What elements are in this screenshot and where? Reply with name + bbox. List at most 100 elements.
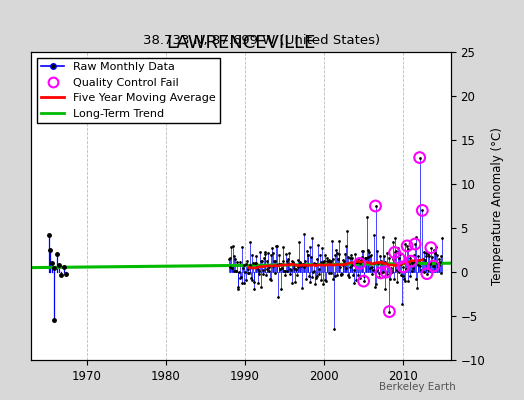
Point [398,300,406,307]
Point [266,276,274,282]
Point [428,268,436,274]
Point [401,278,409,284]
Point [302,276,311,282]
Point [416,154,424,161]
Point [317,258,325,265]
Point [435,262,444,268]
Point [438,234,446,241]
Point [424,251,432,258]
Point [339,262,347,268]
Point [316,276,325,283]
Point [401,266,410,272]
Point [253,264,261,270]
Point [436,259,444,265]
Point [329,276,337,282]
Point [411,241,419,247]
Point [380,286,389,292]
Point [340,258,348,264]
Point [355,260,364,267]
Point [380,253,388,259]
Point [377,270,385,276]
Point [226,254,235,261]
Point [304,252,312,258]
Point [305,244,314,250]
Point [297,262,305,269]
Point [366,265,375,271]
Point [382,269,390,275]
Point [344,272,353,278]
Point [357,256,365,263]
Point [296,258,304,265]
Point [342,264,351,271]
Point [395,255,403,262]
Point [289,258,297,265]
Point [385,308,394,315]
Point [342,243,350,250]
Point [314,271,323,278]
Point [263,258,271,264]
Point [262,272,270,279]
Point [399,264,407,270]
Point [261,250,270,257]
Point [263,266,271,272]
Point [436,253,445,259]
Point [373,247,381,254]
Point [429,263,437,269]
Point [375,270,384,276]
Point [227,244,235,250]
Point [230,253,238,259]
Point [418,207,427,214]
Point [363,214,371,220]
Point [290,262,298,268]
Point [254,280,263,287]
Point [423,267,432,274]
Point [257,258,265,264]
Point [326,258,335,264]
Point [286,270,294,277]
Point [227,265,236,272]
Point [364,254,372,260]
Point [301,258,309,264]
Point [232,268,241,274]
Point [278,264,286,271]
Point [412,234,421,240]
Legend: Raw Monthly Data, Quality Control Fail, Five Year Moving Average, Long-Term Tren: Raw Monthly Data, Quality Control Fail, … [37,58,220,123]
Point [245,270,253,276]
Point [226,264,234,270]
Point [423,270,431,277]
Point [420,249,429,256]
Point [424,253,433,259]
Point [429,263,438,269]
Point [288,258,297,264]
Point [359,248,367,254]
Point [434,264,442,270]
Point [234,284,243,290]
Point [235,275,244,281]
Point [315,265,324,272]
Point [433,252,442,258]
Point [388,239,397,245]
Point [329,256,337,262]
Point [370,232,378,239]
Point [390,249,399,256]
Point [337,271,346,278]
Point [298,262,307,268]
Point [270,257,278,264]
Point [276,266,284,272]
Point [331,273,339,280]
Point [344,253,352,260]
Point [228,265,237,272]
Point [354,256,362,263]
Point [336,270,345,277]
Point [301,262,310,268]
Point [359,278,368,284]
Point [372,203,380,209]
Point [242,261,250,267]
Point [337,272,345,278]
Point [374,260,383,266]
Point [320,258,328,264]
Point [272,262,281,269]
Point [385,308,394,315]
Point [237,280,246,286]
Point [362,254,370,261]
